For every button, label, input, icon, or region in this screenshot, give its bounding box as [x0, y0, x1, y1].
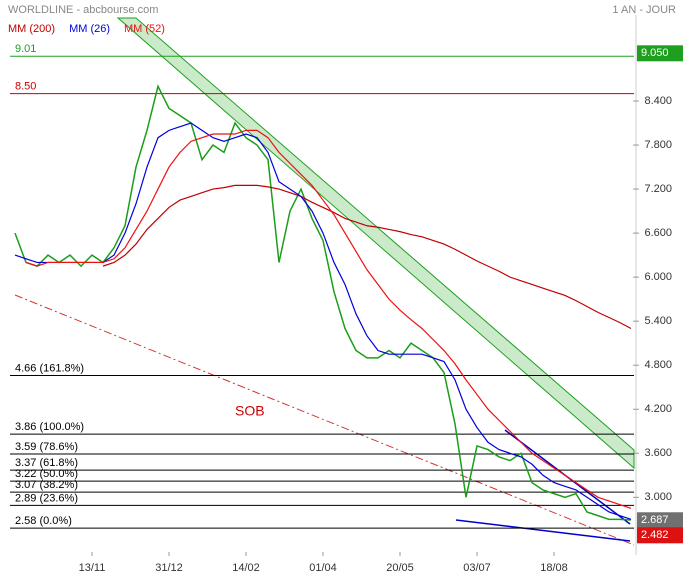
price-tag	[637, 45, 683, 62]
trend-line	[455, 519, 631, 542]
x-tick-label: 01/04	[309, 562, 337, 574]
x-tick-label: 31/12	[155, 562, 183, 574]
x-tick-label: 14/02	[232, 562, 260, 574]
chart-title: WORLDLINE - abcbourse.com	[8, 4, 158, 16]
y-tick-label: 6.000	[644, 271, 672, 283]
y-tick-label: 7.800	[644, 139, 672, 151]
level-label: 3.22 (50.0%)	[15, 468, 78, 480]
level-label: 3.86 (100.0%)	[15, 421, 84, 433]
x-tick-label: 13/11	[79, 562, 106, 574]
legend-entry: MM (52)	[124, 23, 165, 35]
legend-entry: MM (200)	[8, 23, 55, 35]
level-label: 4.66 (161.8%)	[15, 362, 84, 374]
y-tick-label: 6.600	[644, 227, 672, 239]
x-tick-label: 03/07	[463, 562, 491, 574]
level-label: 3.59 (78.6%)	[15, 441, 78, 453]
x-tick-label: 18/08	[540, 562, 568, 574]
trend-line	[14, 294, 635, 546]
y-tick-label: 4.200	[644, 403, 672, 415]
chart-subtitle: 1 AN - JOUR	[612, 4, 676, 16]
price-tag	[637, 527, 683, 544]
moving-average	[14, 122, 632, 520]
price-tag	[637, 512, 683, 529]
level-label: 3.37 (61.8%)	[15, 457, 78, 469]
level-label: 3.07 (38.2%)	[15, 479, 78, 491]
level-label: 9.01	[15, 43, 36, 55]
level-label: 2.58 (0.0%)	[15, 515, 72, 527]
price-tag-label: 2.687	[641, 514, 669, 526]
price-line	[14, 84, 632, 521]
level-label: 2.89 (23.6%)	[15, 492, 78, 504]
x-tick-label: 20/05	[386, 562, 414, 574]
price-tag-label: 2.482	[641, 529, 669, 541]
y-tick-label: 4.800	[644, 359, 672, 371]
moving-average	[25, 129, 632, 509]
level-label: 8.50	[15, 81, 36, 93]
y-tick-label: 3.600	[644, 447, 672, 459]
annotation: SOB	[235, 403, 265, 419]
legend-entry: MM (26)	[69, 23, 110, 35]
y-tick-label: 7.200	[644, 183, 672, 195]
moving-average	[102, 184, 632, 330]
y-tick-label: 8.400	[644, 95, 672, 107]
price-tag-label: 9.050	[641, 47, 669, 59]
y-tick-label: 5.400	[644, 315, 672, 327]
y-tick-label: 3.000	[644, 491, 672, 503]
